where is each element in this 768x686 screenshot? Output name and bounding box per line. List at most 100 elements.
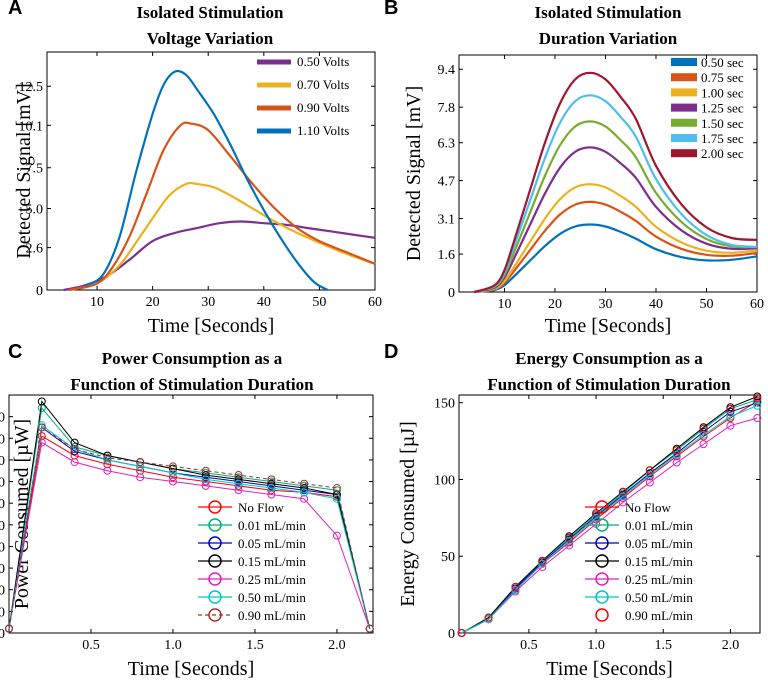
legend-swatch bbox=[671, 88, 697, 97]
data-point bbox=[37, 438, 46, 447]
data-point bbox=[234, 481, 243, 490]
data-point bbox=[267, 481, 276, 490]
data-point bbox=[300, 488, 309, 497]
y-axis-label-A: Detected Signal [mV] bbox=[13, 83, 35, 259]
data-point bbox=[201, 473, 210, 482]
y-tick-label: 10 bbox=[0, 605, 5, 620]
legend-A: 0.50 Volts 0.70 Volts 0.90 Volts 1.10 Volts bbox=[257, 54, 349, 138]
data-point bbox=[201, 466, 210, 475]
legend-entry: 1.75 sec bbox=[701, 131, 744, 146]
legend-entry: 0.05 mL/min bbox=[625, 536, 693, 551]
legend-swatch bbox=[671, 58, 697, 66]
data-point bbox=[726, 404, 735, 413]
data-point bbox=[234, 473, 243, 482]
x-tick-label: 40 bbox=[649, 297, 663, 312]
data-point bbox=[645, 466, 654, 475]
plot-frame-B bbox=[458, 54, 758, 293]
data-point bbox=[136, 466, 145, 475]
y-tick-label: 80 bbox=[0, 454, 5, 469]
data-point bbox=[365, 624, 374, 633]
x-tick-label: 0.5 bbox=[82, 638, 100, 653]
y-axis-label-C: Power Consumed [µW] bbox=[11, 419, 33, 609]
data-point bbox=[300, 481, 309, 490]
legend-entry: 0.05 mL/min bbox=[238, 536, 306, 551]
data-point bbox=[103, 451, 112, 460]
legend-marker bbox=[208, 572, 222, 586]
data-point bbox=[645, 478, 654, 487]
panel-label-A: A bbox=[8, 0, 22, 19]
series-line bbox=[68, 181, 376, 292]
series-line bbox=[461, 417, 758, 634]
legend-entry: 0.15 mL/min bbox=[625, 554, 693, 569]
legend-entry: 0.50 sec bbox=[701, 55, 744, 70]
y-tick-label: 12.5 bbox=[19, 80, 44, 95]
y-tick-label: 30 bbox=[0, 562, 5, 577]
x-tick-label: 40 bbox=[257, 295, 271, 310]
series-line bbox=[473, 94, 758, 294]
data-point bbox=[672, 446, 681, 455]
data-point bbox=[753, 401, 762, 410]
data-point bbox=[168, 462, 177, 471]
x-tick-label: 1.5 bbox=[655, 638, 673, 653]
legend-marker bbox=[595, 518, 609, 532]
legend-entry: 0.70 Volts bbox=[297, 77, 349, 92]
data-point bbox=[201, 475, 210, 484]
data-point bbox=[726, 407, 735, 416]
y-tick-label: 6.3 bbox=[438, 137, 456, 152]
data-point bbox=[103, 460, 112, 469]
x-tick-label: 30 bbox=[201, 295, 215, 310]
data-point bbox=[37, 421, 46, 430]
x-tick-label: 60 bbox=[368, 295, 382, 310]
legend-entry: 0.90 Volts bbox=[297, 100, 349, 115]
series-line bbox=[85, 69, 329, 291]
panel-D: D Energy Consumption as a Function of Stim… bbox=[384, 341, 762, 680]
legend-entry: 0.01 mL/min bbox=[625, 518, 693, 533]
y-tick-label: 7.5 bbox=[26, 162, 44, 177]
data-point bbox=[37, 397, 46, 406]
x-tick-label: 1.5 bbox=[246, 638, 264, 653]
x-tick-label: 0.5 bbox=[520, 638, 538, 653]
x-tick-label: 10 bbox=[90, 295, 104, 310]
y-tick-label: 20 bbox=[0, 584, 5, 599]
data-point bbox=[618, 487, 627, 496]
data-point bbox=[234, 477, 243, 486]
data-point bbox=[699, 430, 708, 439]
data-point bbox=[234, 479, 243, 488]
data-point bbox=[672, 458, 681, 467]
chart-title-C-line1: Power Consumption as a bbox=[102, 349, 283, 368]
legend-entry: 1.25 sec bbox=[701, 101, 744, 116]
data-point bbox=[234, 475, 243, 484]
data-point bbox=[332, 494, 341, 503]
x-tick-label: 10 bbox=[497, 297, 511, 312]
legend-swatch bbox=[671, 103, 697, 112]
data-point bbox=[618, 498, 627, 507]
data-point bbox=[538, 559, 547, 568]
data-point bbox=[538, 556, 547, 565]
data-point bbox=[511, 582, 520, 591]
series-line bbox=[8, 426, 371, 629]
data-point bbox=[201, 481, 210, 490]
legend-entry: 0.50 Volts bbox=[297, 54, 349, 69]
y-tick-label: 3.1 bbox=[438, 213, 456, 228]
data-point bbox=[103, 453, 112, 462]
chart-title-D-line2: Function of Stimulation Duration bbox=[487, 375, 731, 394]
legend-marker bbox=[595, 572, 609, 586]
series-line bbox=[474, 200, 758, 294]
chart-title-C-line2: Function of Stimulation Duration bbox=[70, 375, 314, 394]
data-point bbox=[672, 450, 681, 459]
x-tick-label: 30 bbox=[598, 297, 612, 312]
legend-entry: 0.50 mL/min bbox=[625, 590, 693, 605]
data-point bbox=[70, 445, 79, 454]
data-point bbox=[726, 412, 735, 421]
y-axis-label-D: Energy Consumed [µJ] bbox=[397, 421, 419, 607]
data-point bbox=[70, 458, 79, 467]
series-line bbox=[461, 402, 758, 634]
y-tick-label: 1.6 bbox=[438, 248, 456, 263]
series-line bbox=[8, 400, 371, 629]
legend-swatch bbox=[671, 118, 697, 127]
legend-marker bbox=[208, 536, 222, 550]
data-point bbox=[267, 486, 276, 495]
data-point bbox=[168, 473, 177, 482]
